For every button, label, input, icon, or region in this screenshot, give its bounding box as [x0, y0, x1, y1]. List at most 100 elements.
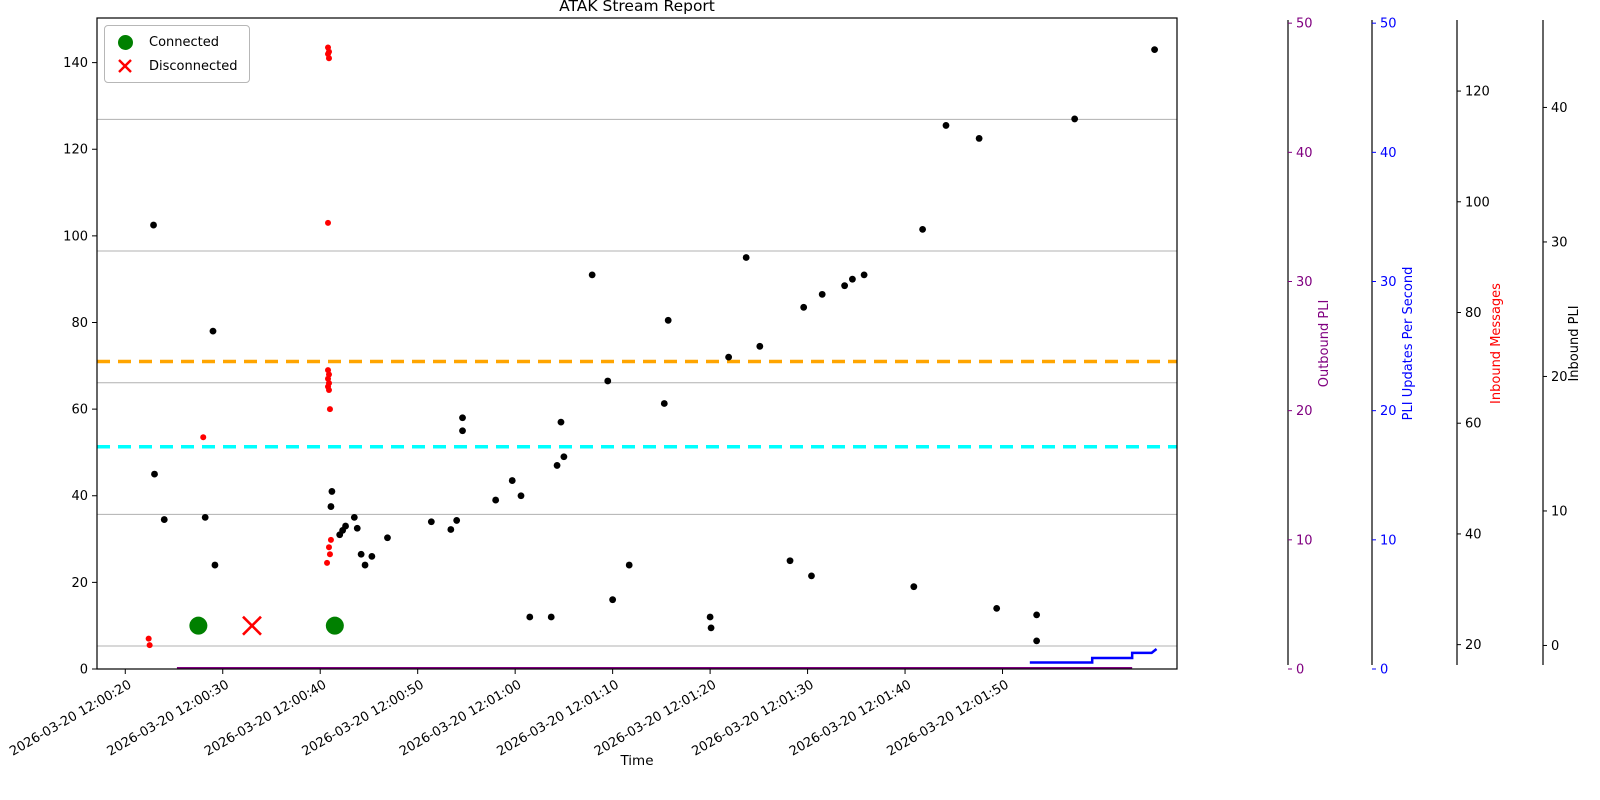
data-point-black — [841, 282, 849, 290]
legend: Connected Disconnected — [104, 25, 251, 83]
y-tick-label: 0 — [80, 663, 88, 678]
right-tick-label: 40 — [1380, 146, 1397, 161]
legend-item-connected: Connected — [115, 33, 237, 51]
right-tick-label: 20 — [1380, 404, 1397, 419]
data-point-black — [201, 514, 209, 521]
chart-title: ATAK Stream Report — [559, 0, 715, 15]
data-point-black — [800, 303, 808, 311]
right-tick-label: 50 — [1380, 17, 1397, 32]
plot-border — [96, 17, 1178, 670]
right-tick-label: 60 — [1465, 417, 1482, 432]
data-point-black — [1071, 115, 1079, 123]
data-point-black — [350, 514, 358, 521]
disconnected-marker-icon — [115, 57, 135, 75]
data-point-red — [324, 559, 331, 566]
legend-label-disconnected: Disconnected — [149, 58, 238, 74]
pli-updates-step-line — [1029, 648, 1158, 664]
y-tick-label: 140 — [63, 56, 88, 71]
right-tick-label: 30 — [1296, 275, 1313, 290]
data-point-black — [849, 275, 856, 283]
data-point-black — [818, 290, 826, 298]
data-point-black — [447, 526, 455, 533]
right-tick-label: 30 — [1380, 275, 1397, 290]
data-point-red — [325, 219, 332, 226]
right-tick-label: 20 — [1296, 404, 1313, 419]
data-point-black — [706, 613, 714, 621]
data-point-red — [325, 387, 332, 394]
right-tick-label: 40 — [1465, 527, 1482, 542]
x-axis-label: Time — [620, 753, 654, 769]
y-tick-label: 20 — [71, 576, 88, 591]
data-point-red — [325, 544, 332, 551]
data-point-black — [160, 516, 168, 523]
right-tick-label: 40 — [1551, 101, 1568, 116]
data-point-red — [327, 536, 334, 543]
data-point-red — [146, 642, 153, 649]
right-tick-label: 80 — [1465, 306, 1482, 321]
data-point-black — [151, 470, 158, 478]
data-point-black — [560, 453, 568, 461]
right-tick-label: 30 — [1551, 235, 1568, 250]
data-point-red — [145, 635, 152, 642]
data-point-black — [342, 522, 349, 530]
data-point-black — [327, 503, 335, 510]
data-point-black — [609, 596, 617, 604]
data-point-red — [326, 551, 333, 558]
data-point-black — [526, 613, 534, 621]
data-point-black — [209, 327, 217, 335]
y-tick-label: 80 — [71, 316, 88, 331]
right-tick-label: 10 — [1551, 504, 1568, 519]
disconnected-marker — [242, 615, 262, 636]
connected-marker — [189, 616, 208, 635]
data-point-black — [1033, 611, 1041, 619]
legend-label-connected: Connected — [149, 34, 220, 50]
data-point-red — [325, 55, 332, 62]
data-point-black — [742, 254, 750, 261]
data-point-black — [919, 225, 926, 233]
data-point-black — [368, 552, 376, 560]
data-point-black — [664, 316, 672, 324]
connected-marker — [325, 616, 344, 635]
data-point-red — [326, 406, 333, 413]
data-point-black — [361, 561, 369, 569]
right-axis-label-1: PLI Updates Per Second — [1401, 267, 1416, 421]
data-point-black — [517, 492, 525, 500]
right-tick-label: 50 — [1296, 17, 1313, 32]
data-point-black — [808, 572, 815, 580]
data-point-red — [200, 434, 207, 441]
right-tick-label: 0 — [1551, 639, 1559, 654]
y-tick-label: 120 — [63, 143, 88, 158]
right-tick-label: 120 — [1465, 85, 1490, 100]
data-point-black — [150, 221, 157, 229]
data-point-black — [975, 135, 983, 142]
right-tick-label: 10 — [1380, 533, 1397, 548]
data-point-black — [384, 534, 391, 542]
right-tick-label: 40 — [1296, 146, 1313, 161]
data-point-black — [942, 122, 950, 129]
data-point-black — [725, 353, 733, 361]
data-point-black — [604, 377, 612, 385]
right-axis-label-2: Inbound Messages — [1489, 283, 1504, 404]
data-point-black — [993, 604, 1001, 612]
data-point-black — [492, 496, 500, 504]
data-point-black — [353, 524, 361, 532]
data-point-black — [459, 427, 466, 435]
legend-item-disconnected: Disconnected — [115, 57, 237, 75]
data-point-black — [357, 550, 365, 558]
data-point-black — [328, 488, 336, 495]
data-point-black — [508, 477, 516, 484]
data-point-black — [557, 418, 565, 426]
data-point-black — [427, 518, 435, 526]
y-tick-label: 60 — [71, 403, 88, 418]
data-point-black — [625, 561, 633, 569]
data-point-black — [459, 414, 466, 422]
right-tick-label: 20 — [1551, 370, 1568, 385]
data-point-black — [910, 583, 918, 591]
data-point-black — [707, 624, 715, 632]
data-point-black — [453, 517, 461, 524]
data-point-black — [211, 561, 219, 569]
right-tick-label: 10 — [1296, 533, 1313, 548]
right-axis-label-0: Outbound PLI — [1317, 300, 1332, 388]
